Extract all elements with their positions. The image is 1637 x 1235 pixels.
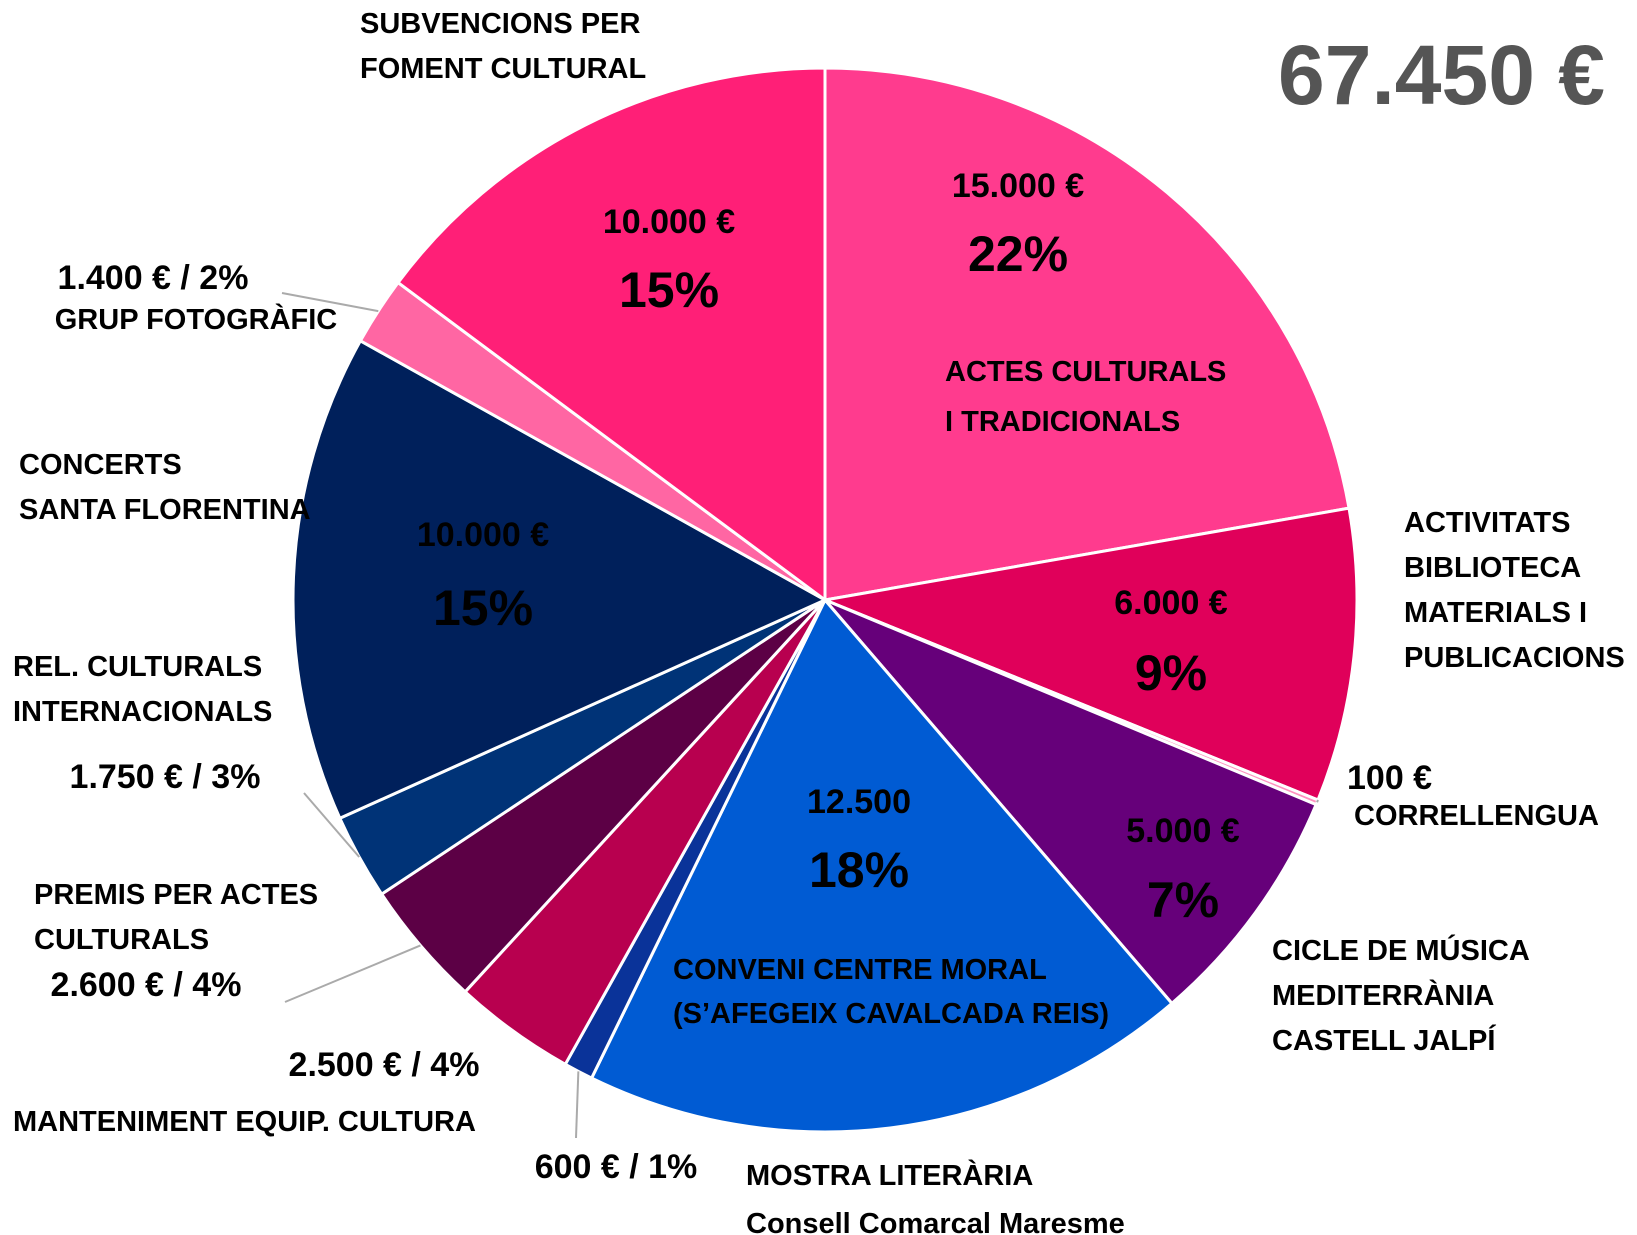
value-label: 10.000 € <box>417 516 549 554</box>
category-label: GRUP FOTOGRÀFIC <box>55 302 338 336</box>
category-line: MATERIALS I <box>1404 597 1587 629</box>
value-label: 12.500 <box>807 783 911 821</box>
pie-slice <box>823 598 1319 1006</box>
category-line: SANTA FLORENTINA <box>19 494 311 526</box>
pie-slice <box>291 338 829 821</box>
category-label: SUBVENCIONS PER FOMENT CULTURAL <box>360 8 646 85</box>
category-line: BIBLIOTECA <box>1404 552 1581 584</box>
category-line: CULTURALS <box>34 924 209 956</box>
category-line: CONCERTS <box>19 449 182 481</box>
category-label: CONVENI CENTRE MORAL (S’AFEGEIX CAVALCADA… <box>673 954 1109 1030</box>
category-label: ACTIVITATS BIBLIOTECA MATERIALS I PUBLICACI… <box>1404 507 1625 674</box>
category-line: PREMIS PER ACTES <box>34 879 318 911</box>
chart-title: 67.450 € <box>1278 28 1605 122</box>
category-line: REL. CULTURALS <box>13 651 262 683</box>
value-label: 5.000 € <box>1126 812 1240 850</box>
value-label: 1.400 € / 2% <box>58 259 249 297</box>
percent-label: 15% <box>433 580 533 636</box>
category-line: Consell Comarcal Maresme <box>746 1208 1125 1235</box>
pie-slice <box>823 66 1351 602</box>
category-label: CICLE DE MÚSICA MEDITERRÀNIA CASTELL JALPÍ <box>1272 933 1530 1057</box>
value-label: 2.600 € / 4% <box>51 966 242 1004</box>
category-line: I TRADICIONALS <box>945 406 1180 438</box>
category-line: PUBLICACIONS <box>1404 642 1625 674</box>
category-label: CORRELLENGUA <box>1354 800 1599 832</box>
category-line: SUBVENCIONS PER <box>360 8 640 40</box>
percent-label: 9% <box>1135 645 1207 701</box>
category-label: MANTENIMENT EQUIP. CULTURA <box>13 1106 476 1138</box>
pie-slice <box>395 66 827 603</box>
category-line: MANTENIMENT EQUIP. CULTURA <box>13 1106 476 1138</box>
category-label: PREMIS PER ACTES CULTURALS <box>34 879 318 956</box>
leader-line <box>575 1071 580 1139</box>
category-line: FOMENT CULTURAL <box>360 53 646 85</box>
category-line: CONVENI CENTRE MORAL <box>673 954 1047 986</box>
category-line: CASTELL JALPÍ <box>1272 1023 1496 1057</box>
value-label: 100 € <box>1347 759 1432 797</box>
leader-line <box>303 792 360 858</box>
value-label: 6.000 € <box>1114 584 1228 622</box>
percent-label: 22% <box>968 226 1068 282</box>
percent-label: 15% <box>619 262 719 318</box>
leader-line <box>281 292 379 313</box>
category-line: ACTIVITATS <box>1404 507 1570 539</box>
category-line: MEDITERRÀNIA <box>1272 978 1494 1012</box>
value-label: 10.000 € <box>603 203 735 241</box>
value-label: 2.500 € / 4% <box>289 1046 480 1084</box>
category-line: CORRELLENGUA <box>1354 800 1599 832</box>
pie-slice <box>819 506 1359 802</box>
category-line: GRUP FOTOGRÀFIC <box>55 302 338 336</box>
category-label: CONCERTS SANTA FLORENTINA <box>19 449 311 526</box>
leader-line <box>1316 799 1319 803</box>
category-label: REL. CULTURALS INTERNACIONALS <box>13 651 272 728</box>
category-line: (S’AFEGEIX CAVALCADA REIS) <box>673 998 1109 1030</box>
percent-label: 7% <box>1147 872 1219 928</box>
category-line: MOSTRA LITERÀRIA <box>746 1158 1033 1192</box>
percent-label: 18% <box>809 842 909 898</box>
category-label: MOSTRA LITERÀRIA Consell Comarcal Maresme <box>746 1158 1125 1235</box>
value-label: 600 € / 1% <box>535 1148 698 1186</box>
value-label: 15.000 € <box>952 167 1084 205</box>
category-line: ACTES CULTURALS <box>945 356 1226 388</box>
leader-line <box>284 944 421 1003</box>
category-line: INTERNACIONALS <box>13 696 272 728</box>
value-label: 1.750 € / 3% <box>70 758 261 796</box>
category-label: ACTES CULTURALS I TRADICIONALS <box>945 356 1226 438</box>
category-line: CICLE DE MÚSICA <box>1272 933 1530 967</box>
pie-slice <box>589 597 1175 1134</box>
